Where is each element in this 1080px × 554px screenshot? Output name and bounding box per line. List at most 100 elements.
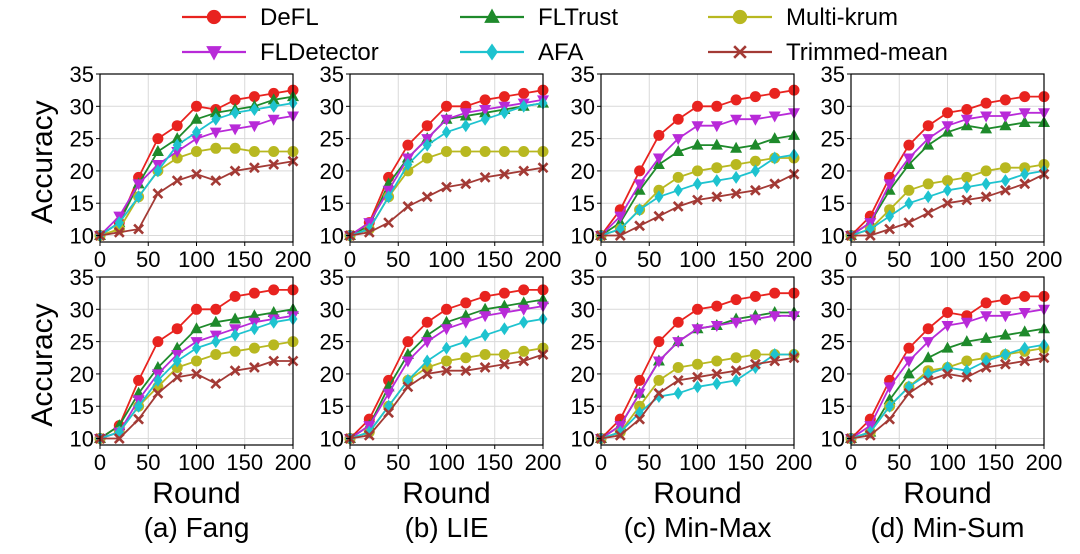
ytick-label: 20: [320, 159, 344, 184]
data-point-trimmed-mean: [884, 223, 896, 235]
data-point-trimmed-mean: [518, 355, 530, 367]
data-point-trimmed-mean: [864, 429, 876, 441]
data-point-defl: [653, 336, 665, 348]
data-point-multi-krum: [653, 374, 665, 386]
data-point-fldetector: [730, 317, 743, 329]
marker-stroke: [903, 387, 915, 399]
data-point-trimmed-mean: [922, 374, 934, 386]
data-point-afa: [770, 151, 780, 165]
legend-item-fltrust: FLTrust: [460, 4, 618, 31]
marker-stroke: [210, 378, 222, 390]
legend-marker: [486, 43, 498, 61]
data-point-trimmed-mean: [961, 371, 973, 383]
data-point-trimmed-mean: [363, 226, 375, 238]
data-point-afa: [712, 174, 722, 188]
xtick-label: 150: [977, 450, 1014, 475]
ytick-label: 20: [70, 362, 94, 387]
data-point-multi-krum: [518, 146, 530, 158]
data-point-afa: [480, 112, 490, 126]
data-point-trimmed-mean: [152, 387, 164, 399]
xtick-label: 150: [727, 247, 764, 272]
data-point-fltrust: [267, 306, 280, 318]
data-point-trimmed-mean: [229, 165, 241, 177]
data-point-trimmed-mean: [903, 217, 915, 229]
ytick-label: 20: [70, 159, 94, 184]
data-point-multi-krum: [730, 352, 742, 364]
marker-stroke: [884, 413, 896, 425]
data-point-afa: [519, 99, 529, 113]
ytick-label: 25: [571, 330, 595, 355]
legend: DeFL FLTrust Multi-krum FLDetector AFA Trimme…: [182, 4, 948, 66]
marker-stroke: [441, 181, 452, 193]
xlabel-col-2: Round: [653, 477, 741, 510]
data-point-defl: [421, 120, 433, 132]
marker-stroke: [733, 45, 747, 59]
ytick-label: 35: [320, 265, 344, 290]
marker-stroke: [191, 168, 202, 180]
series-trimmed-mean: [344, 349, 549, 444]
data-point-defl: [730, 294, 742, 306]
ytick-label: 25: [821, 127, 845, 152]
marker-stroke: [363, 429, 375, 441]
data-point-fltrust: [672, 145, 685, 157]
xtick-label: 150: [476, 247, 513, 272]
data-point-afa: [134, 399, 144, 413]
legend-item-afa: AFA: [460, 39, 583, 66]
data-point-multi-krum: [479, 349, 491, 361]
ytick-label: 10: [320, 224, 344, 249]
data-point-fltrust: [459, 309, 472, 321]
chart-panel-r0c3: 10 15 20 25 30 35 0 50 100 150 200: [821, 62, 1063, 272]
legend-item-fldetector: FLDetector: [182, 39, 379, 66]
ytick-label: 15: [571, 394, 595, 419]
marker-stroke: [383, 407, 395, 419]
marker-stroke: [999, 358, 1011, 370]
marker-stroke: [479, 171, 491, 183]
xlabel-col-1: Round: [402, 477, 490, 510]
data-point-fldetector: [960, 317, 973, 329]
data-point-fldetector: [999, 111, 1012, 123]
ytick-label: 15: [70, 191, 94, 216]
data-point-fldetector: [672, 337, 685, 349]
marker-stroke: [711, 368, 723, 380]
xtick-label: 200: [776, 450, 813, 475]
data-point-afa: [519, 315, 529, 329]
data-point-multi-krum: [229, 142, 241, 154]
data-point-trimmed-mean: [980, 191, 992, 203]
series-trimmed-mean: [94, 355, 299, 444]
data-point-trimmed-mean: [210, 175, 222, 187]
data-point-multi-krum: [730, 158, 742, 170]
xtick-label: 50: [136, 247, 160, 272]
marker-stroke: [441, 365, 452, 377]
ytick-label: 30: [571, 94, 595, 119]
data-point-afa: [153, 373, 163, 387]
data-point-trimmed-mean: [191, 368, 202, 380]
xtick-label: 150: [476, 450, 513, 475]
data-point-fltrust: [209, 106, 222, 118]
data-point-defl: [191, 303, 202, 315]
data-point-fldetector: [401, 356, 414, 368]
data-point-trimmed-mean: [113, 226, 125, 238]
data-point-afa: [422, 354, 432, 368]
data-point-fltrust: [883, 393, 896, 405]
data-point-defl: [942, 307, 953, 319]
data-point-fldetector: [479, 105, 492, 117]
xtick-label: 100: [428, 450, 465, 475]
x-axis-labels: Round Round Round Round: [152, 477, 991, 510]
legend-label: Multi-krum: [786, 4, 898, 31]
xtick-label: 200: [275, 450, 312, 475]
data-point-defl: [672, 316, 684, 328]
legend-label: FLDetector: [260, 39, 379, 66]
ytick-label: 30: [70, 297, 94, 322]
data-point-fltrust: [517, 296, 530, 308]
xtick-label: 0: [94, 450, 106, 475]
data-point-fldetector: [440, 324, 453, 336]
data-point-defl: [634, 374, 646, 386]
ytick-label: 15: [320, 191, 344, 216]
series-trimmed-mean: [845, 168, 1050, 241]
marker-stroke: [248, 362, 260, 373]
data-point-trimmed-mean: [711, 191, 723, 203]
marker-stroke: [498, 168, 510, 180]
data-point-fldetector: [459, 317, 472, 329]
data-point-afa: [480, 328, 490, 342]
